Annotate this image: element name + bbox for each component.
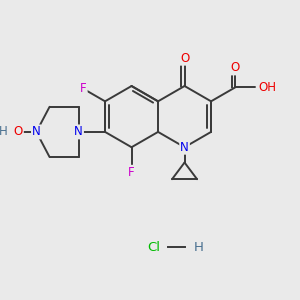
Text: OH: OH: [259, 81, 277, 94]
Text: F: F: [80, 82, 87, 95]
Text: N: N: [32, 125, 41, 138]
Text: H: H: [0, 125, 7, 138]
Text: F: F: [128, 166, 135, 179]
Text: O: O: [180, 52, 189, 65]
Text: O: O: [230, 61, 240, 74]
Text: N: N: [74, 125, 83, 138]
Text: Cl: Cl: [148, 241, 160, 254]
Text: O: O: [14, 125, 23, 138]
Text: N: N: [180, 141, 189, 154]
Text: H: H: [194, 241, 203, 254]
